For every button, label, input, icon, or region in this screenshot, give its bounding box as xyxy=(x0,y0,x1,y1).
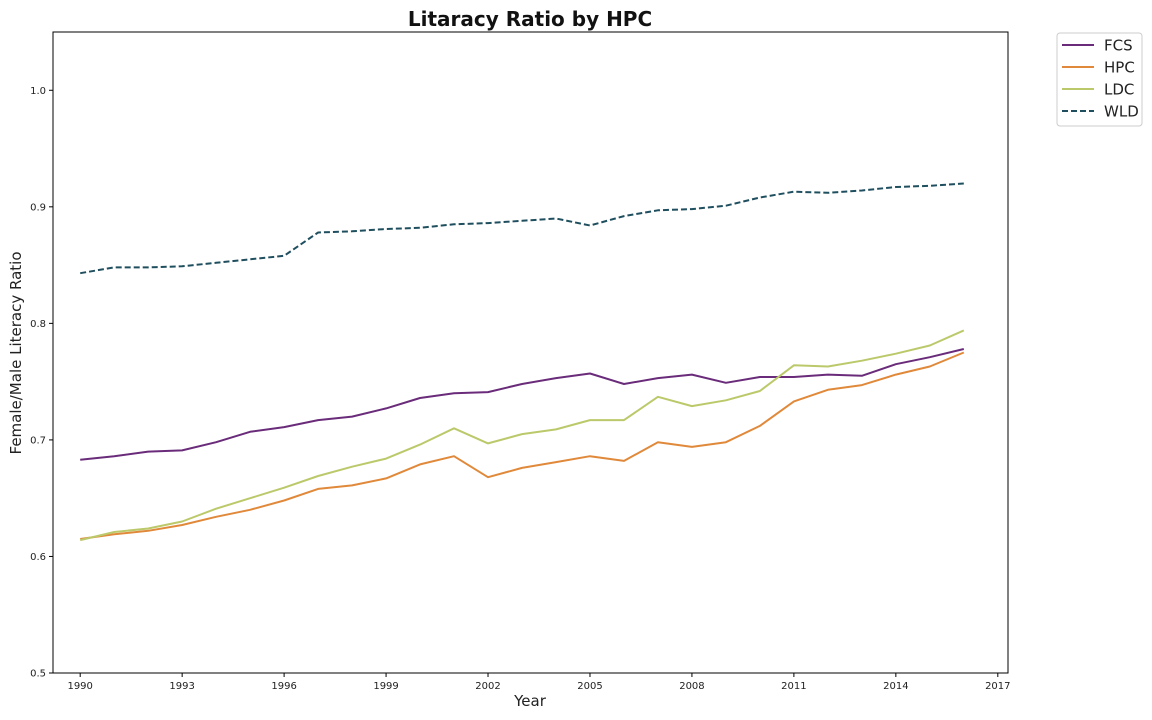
x-axis-label: Year xyxy=(513,692,547,710)
x-axis: 1990 1993 1996 1999 2002 2005 2008 2011 2014 2017 xyxy=(67,673,1011,692)
y-tick-label: 0.6 xyxy=(30,552,46,563)
x-tick-label: 1996 xyxy=(271,681,296,692)
plot-frame xyxy=(52,31,1009,674)
y-axis-label: Female/Male Literacy Ratio xyxy=(7,252,25,455)
x-tick-label: 2017 xyxy=(985,681,1010,692)
legend-box xyxy=(1056,32,1143,127)
x-tick-label: 1993 xyxy=(169,681,194,692)
y-axis: 0.5 0.6 0.7 0.8 0.9 1.0 xyxy=(30,86,53,680)
series-line-hpc xyxy=(80,351,965,540)
legend: FCS HPC LDC WLD xyxy=(1056,32,1143,127)
chart-title: Litaracy Ratio by HPC xyxy=(408,7,652,31)
legend-label-fcs: FCS xyxy=(1104,37,1133,55)
y-tick-label: 0.9 xyxy=(30,202,46,213)
legend-label-hpc: HPC xyxy=(1104,59,1135,77)
x-tick-label: 2011 xyxy=(781,681,806,692)
y-tick-label: 0.7 xyxy=(30,435,46,446)
y-tick-label: 0.5 xyxy=(30,669,46,680)
series-lines xyxy=(79,182,965,542)
x-tick-label: 2014 xyxy=(883,681,908,692)
series-line-fcs xyxy=(80,348,965,461)
x-tick-label: 2005 xyxy=(577,681,602,692)
legend-label-wld: WLD xyxy=(1104,103,1139,121)
x-tick-label: 1990 xyxy=(67,681,92,692)
x-tick-label: 1999 xyxy=(373,681,398,692)
x-tick-label: 2002 xyxy=(475,681,500,692)
y-tick-label: 1.0 xyxy=(30,86,46,97)
y-tick-label: 0.8 xyxy=(30,319,46,330)
x-tick-label: 2008 xyxy=(679,681,704,692)
series-line-wld xyxy=(80,182,964,275)
series-line-ldc xyxy=(79,329,965,542)
legend-label-ldc: LDC xyxy=(1104,81,1134,99)
